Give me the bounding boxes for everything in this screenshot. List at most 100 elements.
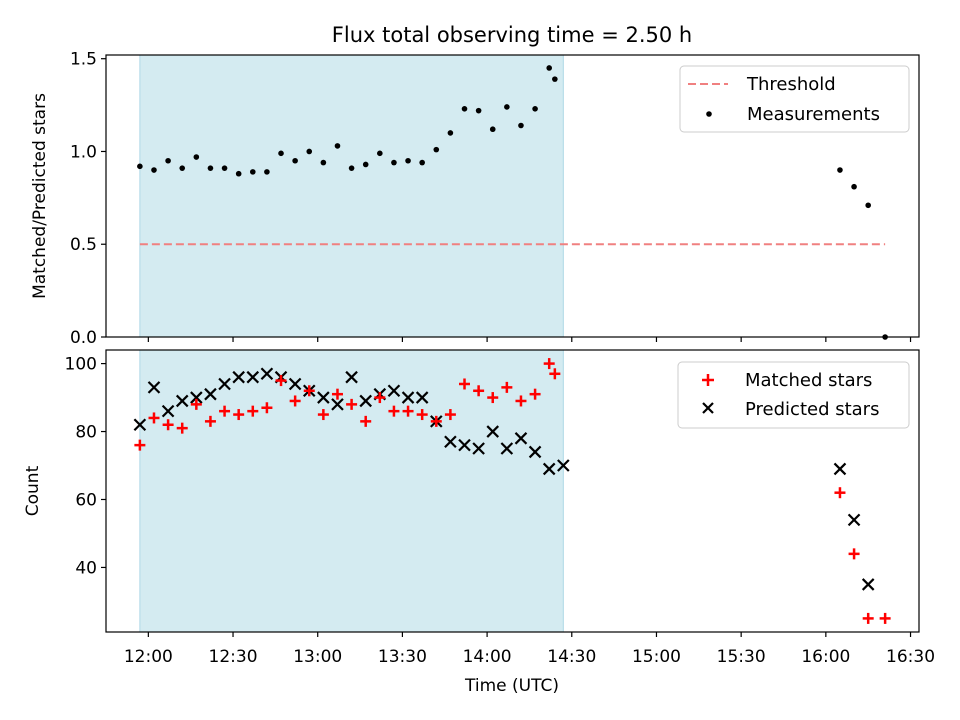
legend-predicted-swatch — [702, 402, 714, 414]
top-panel: 0.0 0.5 1.0 1.5 Matched/Predicted stars Thr… — [30, 50, 920, 348]
measurement-point — [837, 167, 843, 173]
measurement-point — [518, 122, 524, 129]
measurement-point — [419, 159, 425, 166]
x-tick-label: 16:00 — [801, 647, 850, 667]
bottom-plot-frame — [105, 349, 920, 633]
predicted-star-point — [147, 381, 161, 394]
predicted-star-point — [528, 445, 542, 459]
top-measurements — [137, 65, 888, 340]
predicted-star-point — [514, 432, 528, 445]
matched-star-point — [289, 395, 301, 407]
predicted-star-point — [359, 394, 372, 408]
bottom-y-tick-label: 40 — [75, 558, 97, 578]
measurement-point — [362, 161, 369, 168]
matched-star-point — [219, 405, 231, 417]
legend-measurements-label: Measurements — [747, 104, 880, 125]
matched-star-point — [233, 409, 245, 421]
bottom-y-axis-label: Count — [23, 465, 43, 516]
legend-predicted-label: Predicted stars — [745, 399, 879, 420]
predicted-star-point — [288, 377, 302, 391]
matched-star-point — [388, 405, 400, 417]
top-plot-frame — [105, 54, 920, 338]
predicted-star-point — [861, 578, 875, 591]
measurement-point — [249, 169, 256, 175]
predicted-star-point — [542, 462, 556, 476]
predicted-star-point — [246, 370, 260, 384]
x-tick-label: 14:30 — [547, 647, 596, 667]
predicted-star-point — [345, 370, 358, 384]
bottom-x-axis: 12:00 12:30 13:00 13:30 14:00 14:30 15:00 15:30… — [124, 632, 935, 667]
measurement-point — [447, 130, 454, 136]
top-y-axis: 0.0 0.5 1.0 1.5 — [70, 50, 106, 348]
measurement-point — [433, 146, 440, 153]
bottom-y-axis: 40 60 80 100 — [65, 355, 106, 578]
bottom-y-tick-label: 60 — [75, 490, 97, 510]
predicted-star-point — [331, 398, 344, 411]
measurement-point — [207, 165, 214, 171]
matched-star-point — [176, 422, 188, 434]
predicted-star-point — [204, 387, 217, 401]
legend-matched-label: Matched stars — [745, 370, 872, 391]
bottom-y-tick-label: 100 — [65, 355, 97, 375]
legend-measurements-swatch — [706, 111, 712, 117]
matched-stars-points — [134, 358, 891, 624]
measurement-point — [179, 165, 186, 171]
matched-star-point — [190, 398, 202, 410]
predicted-star-point — [444, 435, 457, 449]
measurement-point — [865, 202, 871, 209]
measurement-point — [264, 169, 270, 175]
matched-star-point — [402, 405, 414, 417]
matched-star-point — [331, 388, 343, 400]
predicted-star-point — [387, 384, 401, 398]
chart-title: Flux total observing time = 2.50 h — [332, 23, 692, 47]
x-tick-label: 13:00 — [293, 647, 342, 667]
matched-star-point — [473, 385, 485, 397]
matched-star-point — [501, 381, 513, 393]
legend-matched-swatch — [702, 374, 714, 386]
matched-star-point — [360, 415, 372, 427]
measurement-point — [292, 157, 298, 164]
bottom-y-tick-label: 80 — [75, 423, 97, 443]
predicted-star-point — [472, 442, 485, 455]
matched-star-point — [430, 415, 442, 427]
measurement-point — [137, 163, 143, 170]
matched-star-point — [515, 395, 527, 407]
top-y-tick-label: 1.0 — [70, 142, 97, 162]
top-y-axis-label: Matched/Predicted stars — [30, 93, 50, 299]
matched-star-point — [444, 409, 456, 421]
matched-star-point — [459, 378, 471, 390]
measurement-point — [334, 143, 341, 149]
measurement-point — [461, 106, 468, 112]
bottom-legend: Matched stars Predicted stars — [677, 361, 910, 429]
predicted-star-point — [218, 377, 231, 391]
predicted-star-point — [133, 418, 147, 432]
predicted-star-point — [500, 442, 514, 455]
predicted-star-point — [833, 462, 847, 476]
measurement-point — [851, 183, 857, 190]
matched-star-point — [317, 409, 329, 421]
measurement-point — [504, 104, 510, 110]
predicted-star-point — [847, 513, 861, 527]
x-tick-label: 12:30 — [209, 647, 258, 667]
predicted-star-point — [232, 370, 245, 384]
predicted-star-point — [161, 404, 175, 418]
measurement-point — [151, 167, 157, 173]
matched-star-point — [549, 368, 561, 380]
predicted-star-point — [190, 391, 203, 404]
x-axis-label: Time (UTC) — [464, 676, 559, 696]
x-tick-label: 15:00 — [632, 647, 681, 667]
bottom-panel: 12:00 12:30 13:00 13:30 14:00 14:30 15:00 15:30… — [23, 349, 935, 696]
matched-star-point — [162, 419, 174, 431]
measurement-point — [405, 157, 411, 164]
matched-star-point — [529, 388, 541, 400]
top-legend-box — [679, 65, 910, 133]
measurement-point — [377, 150, 383, 157]
measurement-point — [348, 165, 355, 171]
matched-star-point — [543, 358, 555, 370]
measurement-point — [546, 65, 552, 71]
predicted-star-point — [401, 391, 415, 404]
measurement-point — [532, 106, 538, 112]
x-tick-label: 14:00 — [463, 647, 512, 667]
x-tick-label: 12:00 — [124, 647, 173, 667]
top-y-tick-label: 1.5 — [70, 50, 97, 70]
